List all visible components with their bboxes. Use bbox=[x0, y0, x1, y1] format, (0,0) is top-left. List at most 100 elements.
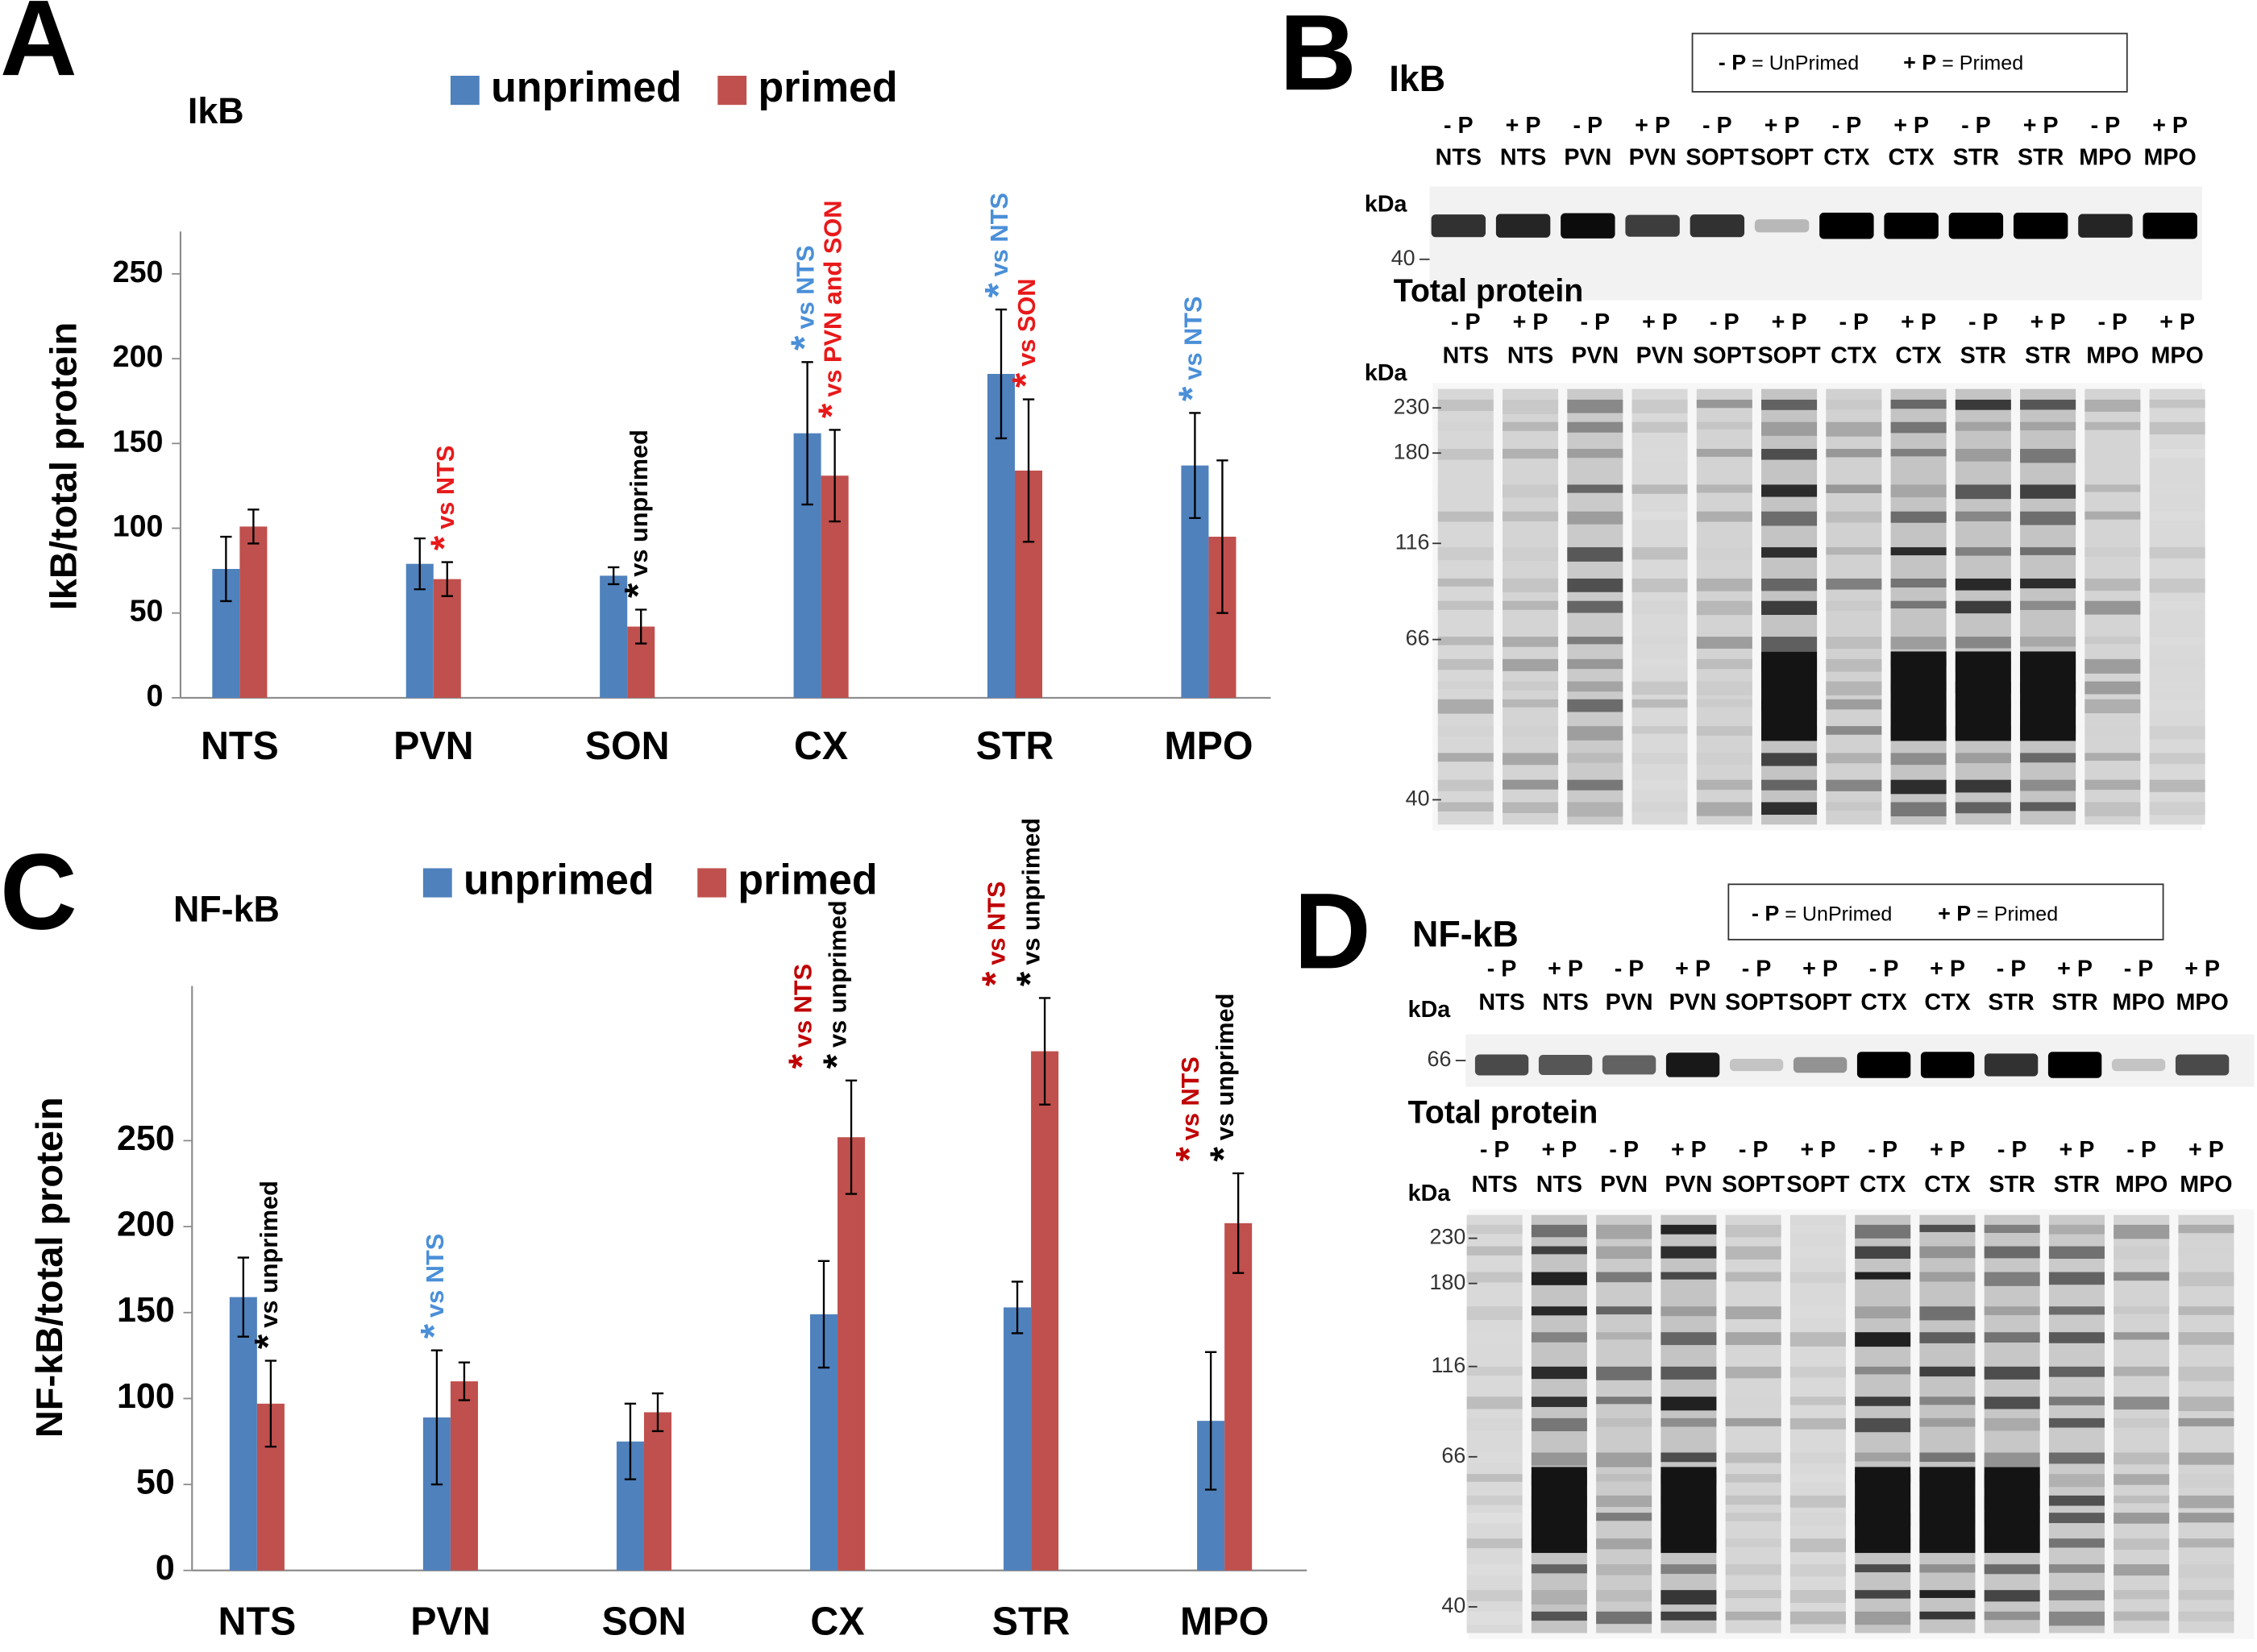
lane-region: STR bbox=[1953, 145, 2000, 171]
blot-band bbox=[2078, 214, 2133, 238]
blot-band bbox=[1466, 1611, 1523, 1625]
blot-band bbox=[1567, 658, 1623, 670]
blot-band bbox=[1789, 1417, 1846, 1430]
blot-band bbox=[1596, 1590, 1652, 1602]
blot-band bbox=[1826, 779, 1882, 791]
blot-band bbox=[1984, 1590, 2040, 1602]
significance-note: * vs SON bbox=[1005, 279, 1047, 388]
blot-band bbox=[1984, 1611, 2040, 1621]
significance-text: vs NTS bbox=[790, 964, 817, 1048]
blot-band bbox=[1826, 399, 1882, 410]
error-bar bbox=[1232, 1172, 1245, 1274]
blot-band bbox=[1826, 511, 1882, 523]
blot-band bbox=[1503, 449, 1559, 459]
marker-label: 180 bbox=[1429, 1270, 1465, 1294]
blot-band bbox=[1826, 802, 1882, 811]
blot-band bbox=[1503, 399, 1559, 414]
blot-band bbox=[1919, 1564, 1976, 1573]
blot-band bbox=[2175, 1054, 2230, 1076]
blot-band bbox=[1567, 726, 1623, 741]
lane-region: PVN bbox=[1606, 990, 1653, 1015]
blot-band bbox=[1631, 658, 1688, 667]
blot-band bbox=[2114, 1332, 2170, 1340]
blot-band bbox=[1567, 802, 1623, 817]
significance-text: vs unprimed bbox=[825, 900, 852, 1048]
blot-band bbox=[1761, 547, 1818, 558]
error-bar bbox=[1189, 412, 1201, 520]
blot-band bbox=[1696, 637, 1752, 649]
blot-band bbox=[1919, 1417, 1976, 1427]
blot-band bbox=[1466, 1538, 1523, 1549]
blot-band bbox=[1761, 802, 1818, 816]
blot-band bbox=[1761, 399, 1818, 410]
significance-note: * vs NTS bbox=[1171, 296, 1213, 401]
blot-band bbox=[1984, 1417, 2040, 1431]
blot-band bbox=[1567, 600, 1623, 613]
lane-treatment: + P bbox=[2184, 956, 2220, 982]
lane-region: SOPT bbox=[1751, 145, 1814, 171]
lane-treatment: - P bbox=[1487, 956, 1517, 982]
blot-band bbox=[1696, 753, 1752, 765]
blot-band bbox=[1789, 1306, 1846, 1318]
blot-band bbox=[2048, 1366, 2105, 1377]
blot-band bbox=[1884, 212, 1939, 239]
blot-band bbox=[1596, 1611, 1652, 1625]
blot-band bbox=[1437, 511, 1494, 522]
blot-band bbox=[2149, 511, 2205, 521]
blot-band bbox=[1567, 681, 1623, 692]
blot-band bbox=[1955, 753, 2011, 763]
blot-band bbox=[2114, 1538, 2170, 1550]
blot-band bbox=[1631, 600, 1688, 615]
unit-label: kDa bbox=[1365, 360, 1408, 386]
blot-band bbox=[1596, 1306, 1652, 1315]
blot-band bbox=[1625, 214, 1680, 237]
blot-band bbox=[1761, 753, 1818, 766]
error-bar bbox=[220, 535, 232, 603]
blot-band bbox=[1631, 699, 1688, 708]
blot-band bbox=[1531, 1246, 1587, 1255]
blot-band bbox=[1631, 421, 1688, 433]
blot-band bbox=[1437, 699, 1494, 714]
blot-band bbox=[1466, 1590, 1523, 1602]
blot-band bbox=[1955, 600, 2011, 614]
lane-region: MPO bbox=[2115, 1172, 2168, 1197]
error-bar bbox=[995, 308, 1008, 440]
legend-box bbox=[1727, 883, 2164, 940]
blot-band bbox=[1789, 1452, 1846, 1463]
blot-band bbox=[2085, 658, 2141, 674]
legend-label: unprimed bbox=[491, 64, 682, 111]
blot-band bbox=[2048, 1611, 2105, 1626]
blot-band bbox=[1631, 511, 1688, 521]
blot-title: NF-kB bbox=[1412, 913, 1519, 954]
blot-band bbox=[1503, 726, 1559, 737]
blot-band bbox=[1567, 511, 1623, 525]
blot-band bbox=[1919, 1246, 1976, 1259]
blot-band bbox=[1761, 600, 1818, 616]
blot-band bbox=[1437, 658, 1494, 670]
error-bar bbox=[441, 561, 453, 597]
blot-band bbox=[1665, 1052, 1720, 1077]
lane-treatment: + P bbox=[1772, 309, 1807, 335]
blot-band bbox=[2048, 1590, 2105, 1600]
blot-band bbox=[1919, 1467, 1976, 1554]
blot-band bbox=[2048, 1474, 2105, 1488]
bar bbox=[600, 575, 628, 698]
lane-region: SOPT bbox=[1725, 990, 1788, 1015]
significance-text: vs NTS bbox=[1180, 296, 1207, 380]
lane-treatment: + P bbox=[2023, 113, 2059, 139]
error-bar bbox=[430, 1349, 443, 1486]
blot-band bbox=[2085, 547, 2141, 557]
lane-region: NTS bbox=[1536, 1172, 1582, 1197]
blot-band bbox=[1955, 578, 2011, 591]
blot-band bbox=[2085, 637, 2141, 645]
marker-label: 116 bbox=[1395, 529, 1430, 554]
lane-region: MPO bbox=[2079, 145, 2131, 171]
blot-band bbox=[2178, 1246, 2234, 1256]
blot-band bbox=[2111, 1058, 2166, 1072]
legend-box bbox=[1691, 32, 2128, 93]
lane-treatment: + P bbox=[1893, 113, 1929, 139]
blot-band bbox=[1437, 484, 1494, 499]
lane-treatment: - P bbox=[1451, 309, 1481, 335]
blot-band bbox=[1596, 1495, 1652, 1507]
